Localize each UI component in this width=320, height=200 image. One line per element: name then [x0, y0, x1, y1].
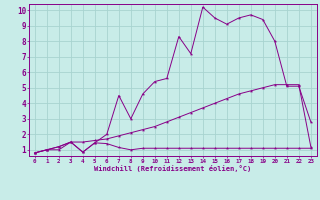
X-axis label: Windchill (Refroidissement éolien,°C): Windchill (Refroidissement éolien,°C) [94, 165, 252, 172]
